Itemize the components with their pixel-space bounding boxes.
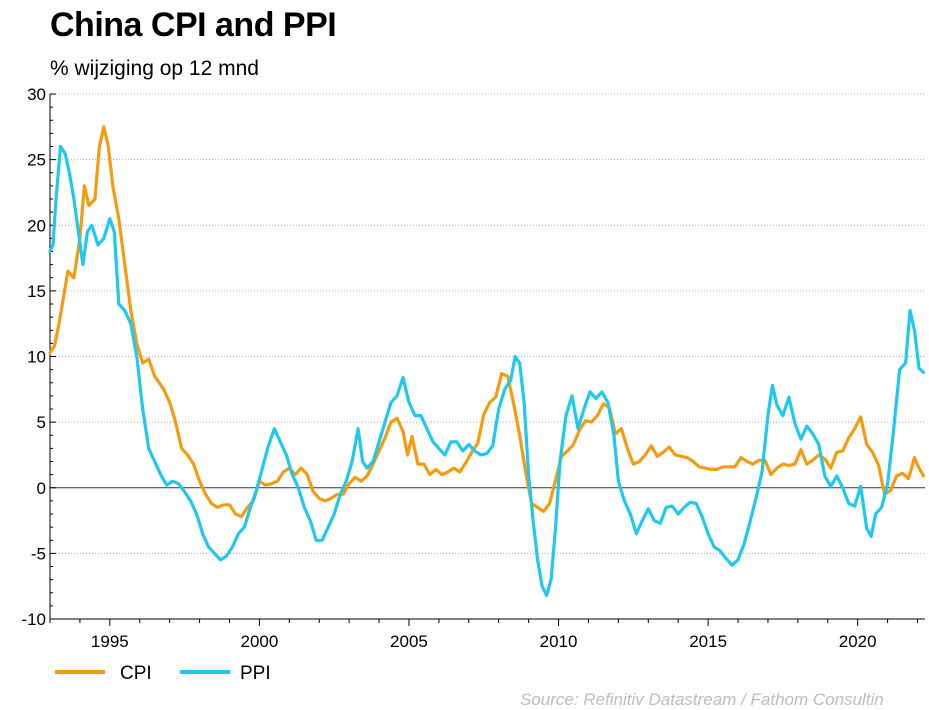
chart-title: China CPI and PPI bbox=[50, 6, 337, 44]
series-line-cpi bbox=[48, 125, 926, 519]
x-tick-label: 2020 bbox=[839, 632, 877, 651]
y-tick-label: 20 bbox=[27, 216, 46, 235]
x-tick-label: 2005 bbox=[390, 632, 428, 651]
y-tick-label: -10 bbox=[21, 610, 46, 629]
chart-subtitle: % wijziging op 12 mnd bbox=[50, 57, 259, 80]
source-note: Source: Refinitiv Datastream / Fathom Co… bbox=[520, 690, 884, 709]
x-tick-label: 2015 bbox=[689, 632, 727, 651]
y-tick-label: 10 bbox=[27, 348, 46, 367]
y-tick-label: 5 bbox=[37, 413, 46, 432]
x-tick-label: 2010 bbox=[540, 632, 578, 651]
legend-label-cpi: CPI bbox=[120, 663, 152, 684]
y-tick-label: 0 bbox=[37, 479, 46, 498]
x-tick-label: 1995 bbox=[91, 632, 129, 651]
y-tick-label: 30 bbox=[27, 85, 46, 104]
y-tick-label: 25 bbox=[27, 151, 46, 170]
legend-label-ppi: PPI bbox=[240, 663, 271, 684]
series-line-ppi bbox=[48, 144, 926, 597]
x-tick-label: 2000 bbox=[240, 632, 278, 651]
y-tick-label: 15 bbox=[27, 282, 46, 301]
y-tick-label: -5 bbox=[31, 544, 46, 563]
